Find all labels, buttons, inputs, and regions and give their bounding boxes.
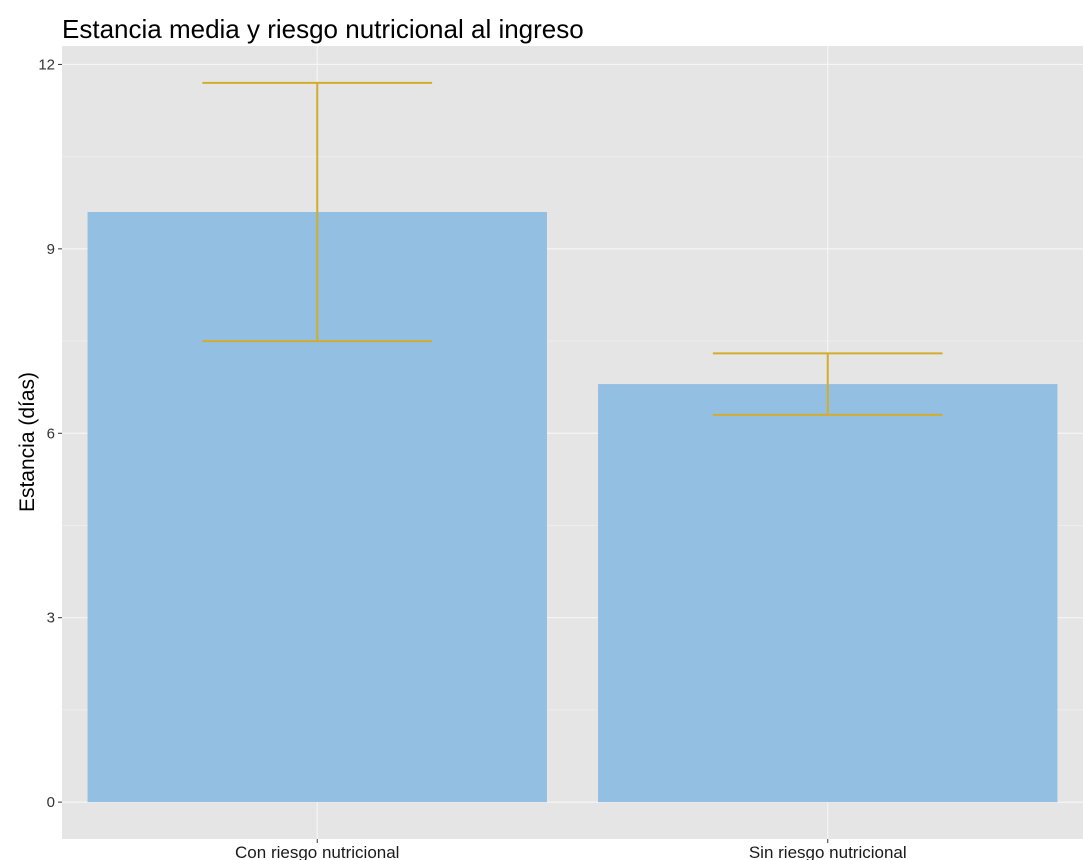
chart-title: Estancia media y riesgo nutricional al i… [62,14,584,44]
y-tick-label: 6 [47,425,55,442]
error-bars [202,81,943,416]
x-tick-label: Sin riesgo nutricional [749,843,907,860]
y-axis-label: Estancia (días) [16,372,39,512]
x-axis-ticks: Con riesgo nutricional Sin riesgo nutrici… [235,839,907,860]
y-tick-label: 0 [47,794,55,811]
y-tick-label: 3 [47,610,55,627]
bars [87,211,1058,803]
y-axis-ticks: 0 3 6 9 12 [38,56,62,811]
bar [598,384,1058,803]
error-bar [712,352,943,416]
x-tick-label: Con riesgo nutricional [235,843,399,860]
error-bar [202,81,433,343]
y-tick-label: 12 [38,56,55,73]
y-tick-label: 9 [47,241,55,258]
